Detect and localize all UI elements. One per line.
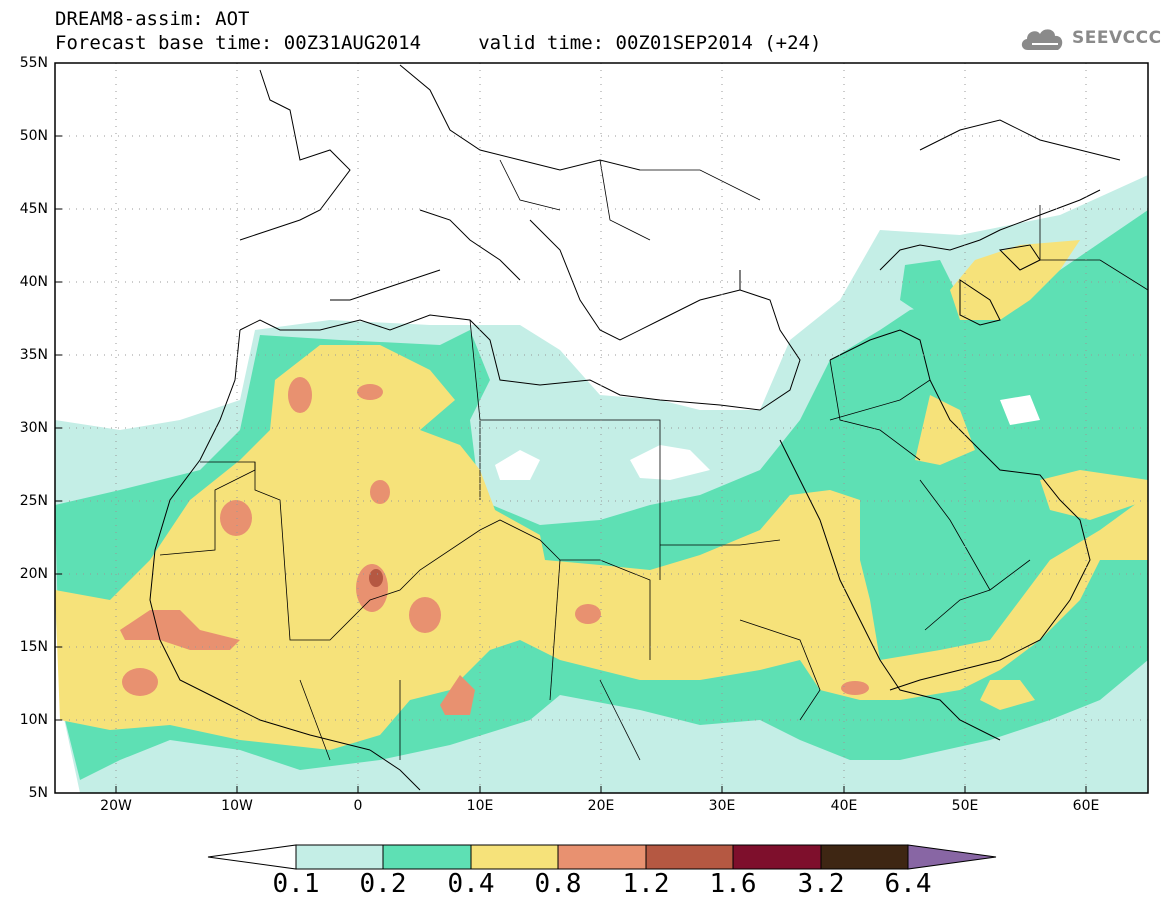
colorbar — [207, 844, 997, 870]
colorbar-swatch — [470, 844, 559, 870]
lat-label: 25N — [19, 493, 48, 509]
lat-label: 35N — [19, 347, 48, 363]
clean-air-patches — [495, 395, 1040, 480]
colorbar-swatch — [820, 844, 909, 870]
cloud-icon — [1021, 29, 1063, 50]
colorbar-label: 0.8 — [534, 869, 582, 899]
lon-label: 10E — [466, 798, 494, 814]
aot-band-1.2 — [369, 569, 383, 587]
lat-label: 40N — [19, 274, 48, 290]
coastlines — [149, 64, 1121, 791]
colorbar-low-arrow — [207, 844, 297, 870]
lat-label: 30N — [19, 420, 48, 436]
colorbar-swatch — [557, 844, 647, 870]
colorbar-label: 3.2 — [797, 869, 845, 899]
lon-label: 10W — [221, 798, 253, 814]
axis-ticks — [55, 62, 1087, 793]
lat-label: 45N — [19, 201, 48, 217]
colorbar-swatch — [382, 844, 472, 870]
graticule — [55, 63, 1148, 793]
logo-text: SEEVCCC — [1072, 28, 1162, 48]
colorbar-swatch — [645, 844, 734, 870]
lon-label: 60E — [1072, 798, 1100, 814]
lat-label: 10N — [19, 712, 48, 728]
lat-label: 15N — [19, 639, 48, 655]
colorbar-high-arrow — [907, 844, 997, 870]
colorbar-swatch — [295, 844, 384, 870]
lat-label: 50N — [19, 128, 48, 144]
colorbar-label: 1.2 — [622, 869, 670, 899]
lat-label: 5N — [28, 785, 48, 801]
lon-label: 40E — [830, 798, 858, 814]
forecast-times: Forecast base time: 00Z31AUG2014 valid t… — [55, 32, 822, 54]
lon-label: 50E — [951, 798, 979, 814]
colorbar-label: 6.4 — [884, 869, 932, 899]
colorbar-label: 0.1 — [272, 869, 320, 899]
colorbar-swatch — [732, 844, 822, 870]
lat-label: 20N — [19, 566, 48, 582]
seevccc-logo: SEEVCCC — [1018, 22, 1161, 58]
map-title: DREAM8-assim: AOT — [55, 8, 250, 30]
country-borders — [159, 159, 1148, 761]
colorbar-label: 0.2 — [359, 869, 407, 899]
lon-label: 20W — [100, 798, 132, 814]
colorbar-label: 0.4 — [447, 869, 495, 899]
lon-label: 30E — [708, 798, 736, 814]
lon-label: 20E — [587, 798, 615, 814]
lon-label: 0 — [353, 798, 363, 814]
colorbar-label: 1.6 — [709, 869, 757, 899]
lat-label: 55N — [19, 55, 48, 71]
